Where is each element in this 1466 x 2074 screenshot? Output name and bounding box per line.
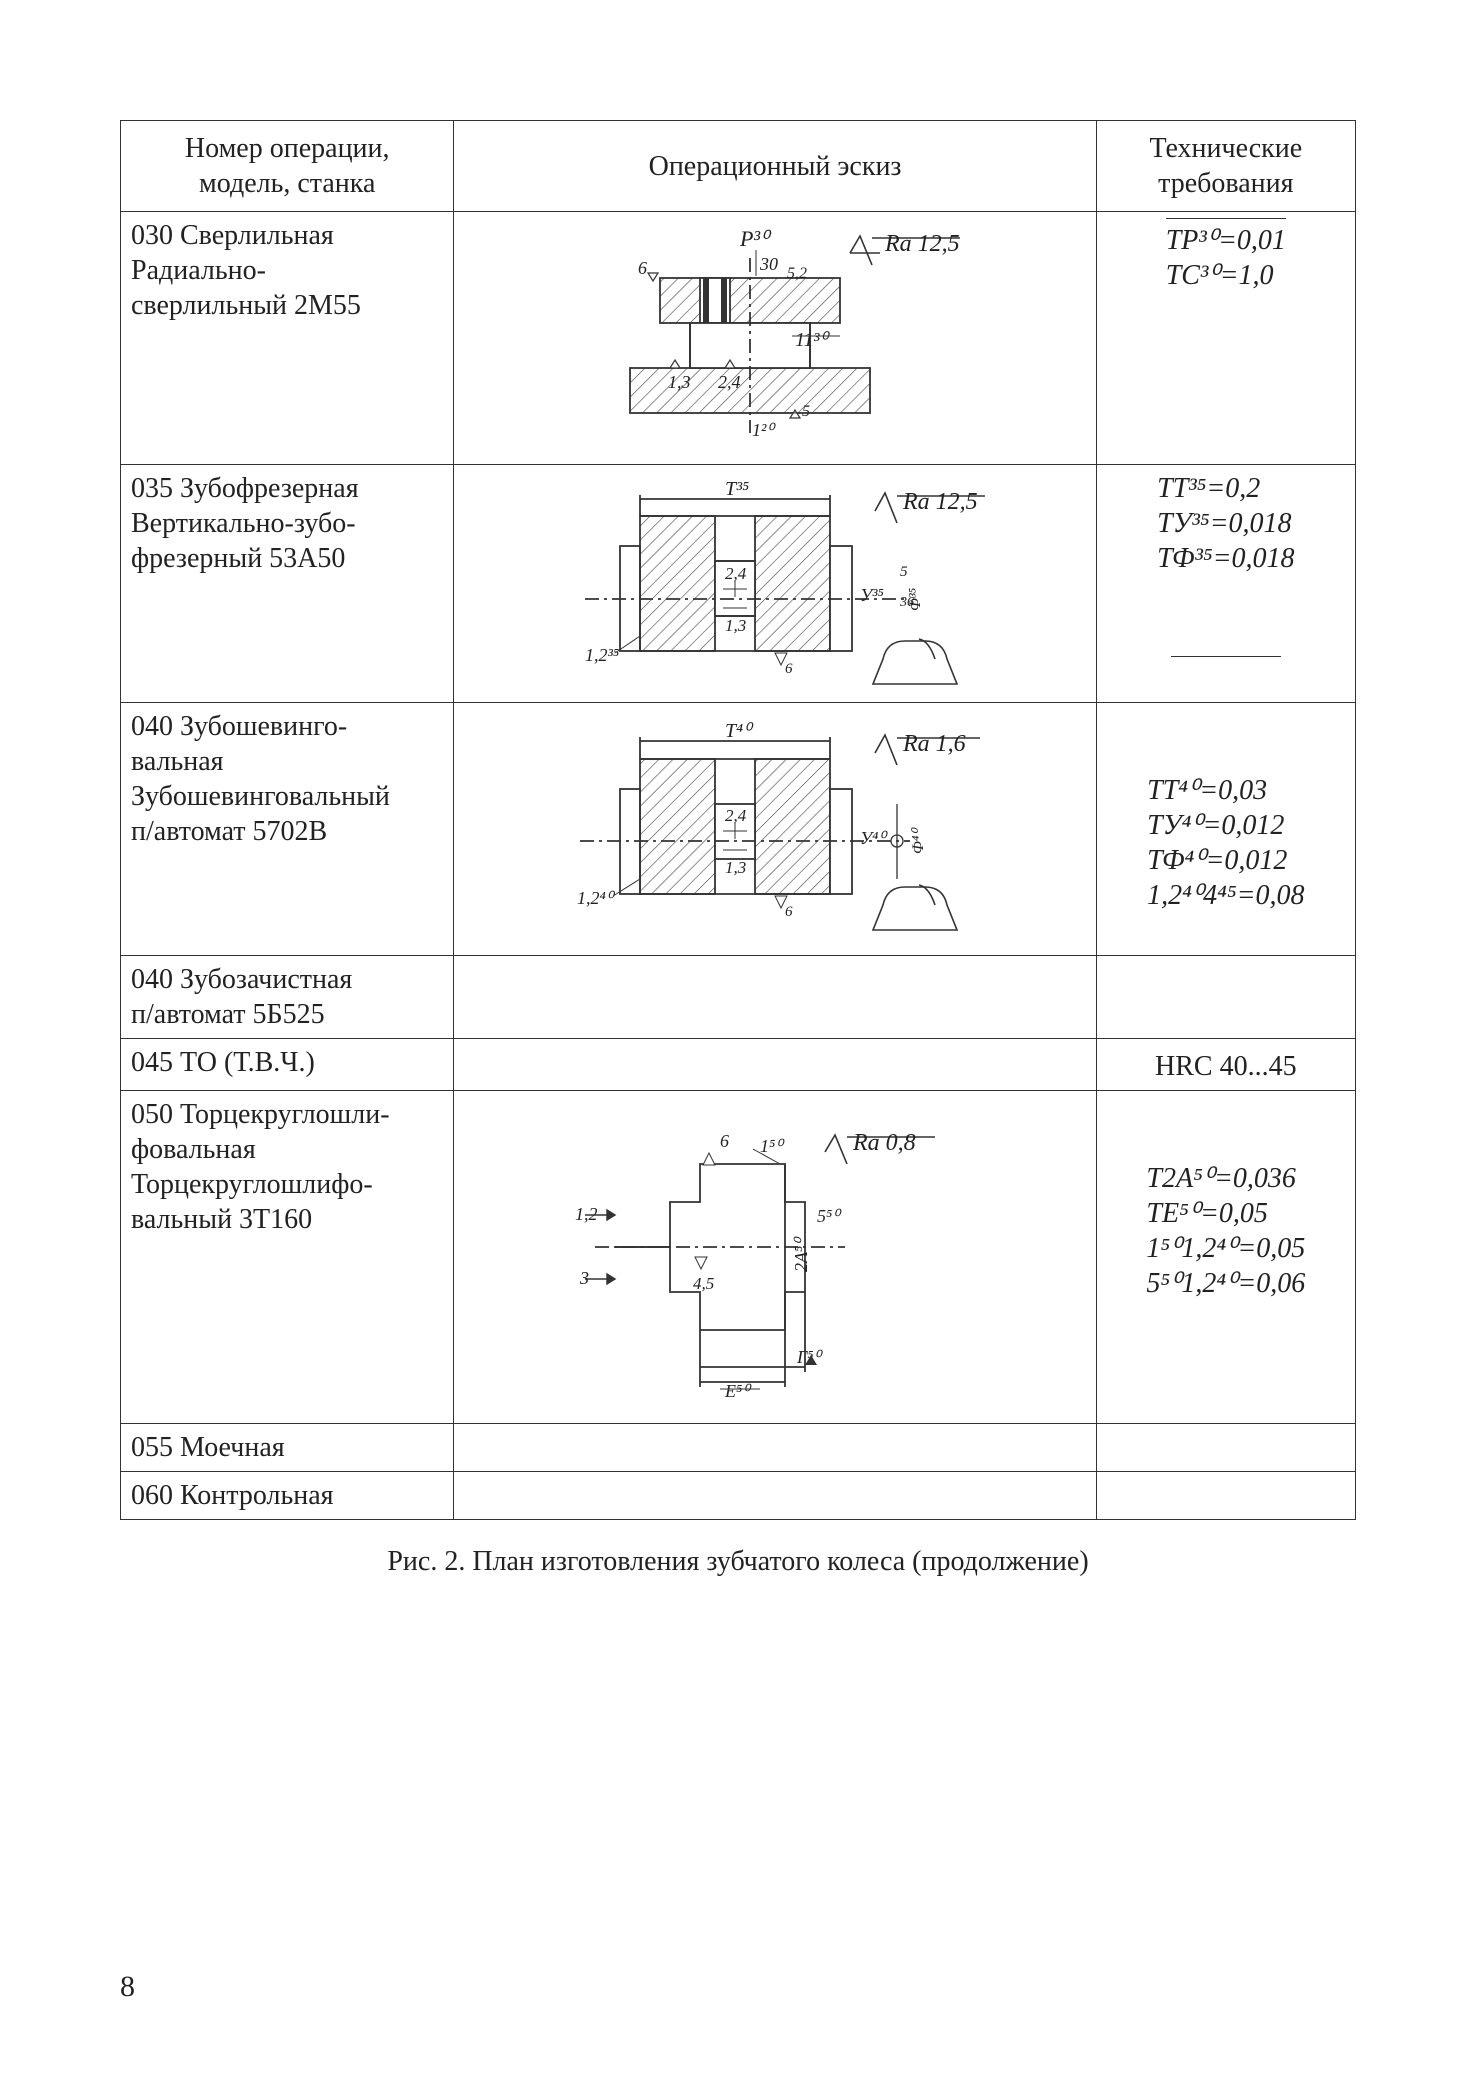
- sketch-cell-040b: [454, 956, 1096, 1039]
- op-cell-035: 035 Зубофрезерная Вертикально-зубо- фрез…: [121, 465, 454, 703]
- col-header-req: Технические требования: [1096, 121, 1355, 212]
- svg-text:Ra 1,6: Ra 1,6: [902, 731, 966, 757]
- op-cell-055: 055 Моечная: [121, 1424, 454, 1472]
- svg-text:Р³⁰: Р³⁰: [739, 226, 772, 251]
- svg-text:1,3: 1,3: [668, 372, 691, 392]
- col-header-sketch: Операционный эскиз: [454, 121, 1096, 212]
- svg-text:Ra 0,8: Ra 0,8: [852, 1130, 916, 1156]
- svg-text:2,4: 2,4: [718, 372, 741, 392]
- svg-text:5: 5: [802, 403, 810, 420]
- svg-text:2,4: 2,4: [725, 564, 747, 583]
- col-header-op: Номер операции, модель, станка: [121, 121, 454, 212]
- table-row: 035 Зубофрезерная Вертикально-зубо- фрез…: [121, 465, 1356, 703]
- table-row: 045 ТО (Т.В.Ч.) HRC 40...45: [121, 1039, 1356, 1091]
- req-cell-050: Т2А⁵⁰=0,036 ТЕ⁵⁰=0,05 1⁵⁰1,2⁴⁰=0,05 5⁵⁰1…: [1096, 1091, 1355, 1424]
- sketch-cell-055: [454, 1424, 1096, 1472]
- svg-text:1⁵⁰: 1⁵⁰: [760, 1136, 785, 1156]
- sketch-cell-040a: Т⁴⁰ Ra 1,6 2,4 1,3 1,2⁴⁰ У⁴⁰ 6 Ф⁴⁰: [454, 703, 1096, 956]
- op-cell-040b: 040 Зубозачистная п/автомат 5Б525: [121, 956, 454, 1039]
- sketch-cell-060: [454, 1472, 1096, 1520]
- sketch-050-svg: 1,2 3 6 1⁵⁰ Ra 0,8 4,5 5⁵⁰ 2А⁵⁰: [525, 1097, 1025, 1417]
- svg-text:1,3: 1,3: [725, 858, 746, 877]
- table-row: 040 Зубошевинго- вальная Зубошевинговаль…: [121, 703, 1356, 956]
- op-cell-060: 060 Контрольная: [121, 1472, 454, 1520]
- req-cell-040b: [1096, 956, 1355, 1039]
- table-header-row: Номер операции, модель, станка Операцион…: [121, 121, 1356, 212]
- svg-text:5: 5: [900, 564, 908, 580]
- req-cell-035: ТТ³⁵=0,2 ТУ³⁵=0,018 ТФ³⁵=0,018: [1096, 465, 1355, 703]
- svg-text:1,3: 1,3: [725, 616, 746, 635]
- sketch-cell-045: [454, 1039, 1096, 1091]
- table-row: 055 Моечная: [121, 1424, 1356, 1472]
- svg-text:6: 6: [785, 904, 793, 920]
- op-cell-030: 030 Сверлильная Радиально- сверлильный 2…: [121, 212, 454, 465]
- svg-text:6: 6: [785, 661, 793, 677]
- svg-text:Ф³⁵: Ф³⁵: [907, 587, 924, 611]
- svg-text:У⁴⁰: У⁴⁰: [860, 828, 888, 848]
- svg-text:Т⁴⁰: Т⁴⁰: [725, 720, 754, 742]
- svg-text:1,2: 1,2: [575, 1204, 598, 1224]
- svg-text:У³⁵: У³⁵: [860, 585, 884, 605]
- svg-text:30: 30: [759, 254, 778, 274]
- svg-text:3: 3: [579, 1268, 589, 1288]
- sketch-040a-svg: Т⁴⁰ Ra 1,6 2,4 1,3 1,2⁴⁰ У⁴⁰ 6 Ф⁴⁰: [525, 709, 1025, 949]
- svg-text:Т³⁵: Т³⁵: [725, 478, 749, 500]
- svg-text:6: 6: [720, 1131, 729, 1151]
- sketch-030-svg: Ra 12,5 Р³⁰ 30 5,2 6 11³⁰ 1,3 2,4 5 1²⁰: [540, 218, 1010, 458]
- page-number: 8: [120, 1970, 135, 2004]
- figure-caption: Рис. 2. План изготовления зубчатого коле…: [120, 1546, 1356, 1578]
- plan-table: Номер операции, модель, станка Операцион…: [120, 120, 1356, 1520]
- req-cell-040a: ТТ⁴⁰=0,03 ТУ⁴⁰=0,012 ТФ⁴⁰=0,012 1,2⁴⁰4⁴⁵…: [1096, 703, 1355, 956]
- svg-text:1,2³⁵: 1,2³⁵: [585, 645, 619, 665]
- req-cell-045: HRC 40...45: [1096, 1039, 1355, 1091]
- table-row: 050 Торцекруглошли- фовальная Торцекругл…: [121, 1091, 1356, 1424]
- req-cell-055: [1096, 1424, 1355, 1472]
- svg-text:2,4: 2,4: [725, 806, 747, 825]
- sketch-cell-035: Т³⁵ Ra 12,5 2,4 1,3 1,2³⁵ У³⁵ 5 36 6 Ф³⁵: [454, 465, 1096, 703]
- sketch-035-svg: Т³⁵ Ra 12,5 2,4 1,3 1,2³⁵ У³⁵ 5 36 6 Ф³⁵: [525, 471, 1025, 696]
- svg-text:5⁵⁰: 5⁵⁰: [817, 1206, 842, 1226]
- req-cell-060: [1096, 1472, 1355, 1520]
- svg-text:5,2: 5,2: [787, 265, 807, 282]
- op-cell-045: 045 ТО (Т.В.Ч.): [121, 1039, 454, 1091]
- svg-text:4,5: 4,5: [693, 1274, 714, 1293]
- sketch-cell-030: Ra 12,5 Р³⁰ 30 5,2 6 11³⁰ 1,3 2,4 5 1²⁰: [454, 212, 1096, 465]
- sketch-cell-050: 1,2 3 6 1⁵⁰ Ra 0,8 4,5 5⁵⁰ 2А⁵⁰: [454, 1091, 1096, 1424]
- svg-text:Е⁵⁰: Е⁵⁰: [724, 1381, 752, 1401]
- table-row: 040 Зубозачистная п/автомат 5Б525: [121, 956, 1356, 1039]
- req-cell-030: ТР³⁰=0,01 ТС³⁰=1,0: [1096, 212, 1355, 465]
- svg-text:1²⁰: 1²⁰: [752, 420, 776, 440]
- svg-text:Ra 12,5: Ra 12,5: [902, 489, 978, 515]
- svg-text:1,2⁴⁰: 1,2⁴⁰: [577, 888, 616, 908]
- svg-text:Ф⁴⁰: Ф⁴⁰: [910, 827, 927, 854]
- svg-text:2А⁵⁰: 2А⁵⁰: [791, 1236, 811, 1272]
- svg-text:11³⁰: 11³⁰: [795, 329, 831, 351]
- op-cell-050: 050 Торцекруглошли- фовальная Торцекругл…: [121, 1091, 454, 1424]
- svg-text:Ra 12,5: Ra 12,5: [884, 231, 960, 257]
- svg-text:6: 6: [638, 258, 647, 278]
- op-cell-040a: 040 Зубошевинго- вальная Зубошевинговаль…: [121, 703, 454, 956]
- table-row: 060 Контрольная: [121, 1472, 1356, 1520]
- table-row: 030 Сверлильная Радиально- сверлильный 2…: [121, 212, 1356, 465]
